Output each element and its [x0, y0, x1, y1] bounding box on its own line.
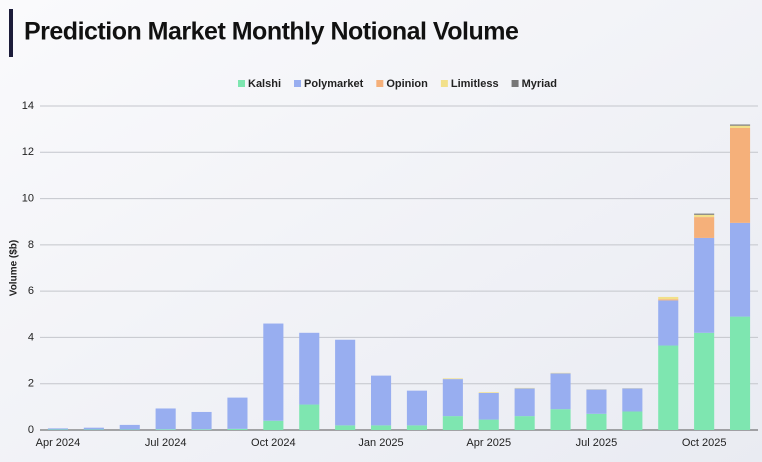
bar-segment: [729, 125, 751, 128]
bar-segment: [191, 429, 212, 430]
y-tick-label: 12: [22, 146, 34, 158]
bar-segment: [550, 409, 571, 430]
legend-label: Kalshi: [248, 78, 281, 90]
legend-swatch: [511, 80, 519, 87]
x-tick-label: Jul 2024: [145, 437, 187, 449]
bar-segment: [263, 420, 284, 430]
bar-segment: [658, 296, 679, 300]
bar-segment: [694, 332, 715, 430]
y-tick-label: 6: [28, 285, 34, 297]
x-tick-label: Jul 2025: [576, 437, 618, 449]
bar-segment: [514, 388, 535, 417]
bar-segment: [478, 419, 499, 430]
bar-segment: [406, 425, 428, 430]
legend-label: Myriad: [522, 78, 557, 90]
bar-segment: [370, 375, 392, 426]
bar-segment: [442, 416, 463, 430]
x-tick-label: Apr 2024: [36, 437, 81, 449]
bar-segment: [586, 413, 607, 430]
bar-segment: [586, 389, 607, 414]
legend-label: Limitless: [451, 78, 499, 90]
bar-segment: [47, 428, 69, 430]
bar-segment: [658, 300, 679, 346]
y-tick-label: 0: [28, 424, 34, 436]
bar-segment: [263, 323, 284, 421]
bar-segment: [622, 411, 643, 430]
bar-segment: [227, 428, 248, 430]
bar-segment: [658, 299, 679, 301]
legend-swatch: [376, 80, 384, 87]
bar-segment: [155, 429, 176, 430]
x-tick-label: Oct 2024: [251, 437, 296, 449]
bar-segment: [335, 339, 356, 426]
bar-segment: [119, 424, 140, 430]
bar-segment: [335, 425, 356, 430]
x-tick-label: Oct 2025: [682, 437, 727, 449]
bar-segment: [622, 388, 643, 412]
y-tick-label: 14: [22, 100, 34, 112]
bar-segment: [729, 124, 751, 126]
legend-label: Polymarket: [304, 78, 364, 90]
y-tick-label: 2: [28, 378, 34, 390]
bar-segment: [155, 408, 176, 430]
y-tick-label: 8: [28, 239, 34, 251]
bar-segment: [550, 373, 571, 410]
legend-swatch: [238, 80, 245, 87]
bar-segment: [442, 378, 463, 380]
bar-segment: [227, 397, 248, 429]
y-tick-label: 10: [22, 192, 34, 204]
bar-segment: [729, 127, 751, 223]
legend-swatch: [440, 80, 448, 87]
bar-segment: [83, 427, 104, 430]
bar-segment: [694, 214, 715, 218]
bar-segment: [694, 217, 715, 238]
chart-title: Prediction Market Monthly Notional Volum…: [24, 18, 519, 46]
y-tick-label: 4: [28, 331, 34, 343]
bar-segment: [478, 392, 499, 420]
bar-segment: [694, 237, 715, 333]
y-axis-label: Volume ($b): [9, 240, 20, 296]
bar-segment: [299, 332, 320, 405]
title-accent: [9, 9, 13, 57]
legend-label: Opinion: [386, 78, 428, 90]
x-tick-label: Apr 2025: [466, 437, 511, 449]
bar-segment: [658, 345, 679, 430]
bar-segment: [514, 416, 535, 430]
bar-segment: [478, 392, 499, 393]
bar-segment: [442, 379, 463, 417]
bar-segment: [299, 404, 320, 430]
bar-segment: [729, 222, 751, 317]
bar-segment: [406, 390, 428, 426]
bar-segment: [694, 213, 715, 215]
bar-segment: [191, 411, 212, 430]
bar-segment: [729, 316, 751, 430]
legend-swatch: [294, 80, 302, 87]
bar-segment: [370, 425, 392, 430]
x-tick-label: Jan 2025: [358, 437, 403, 449]
